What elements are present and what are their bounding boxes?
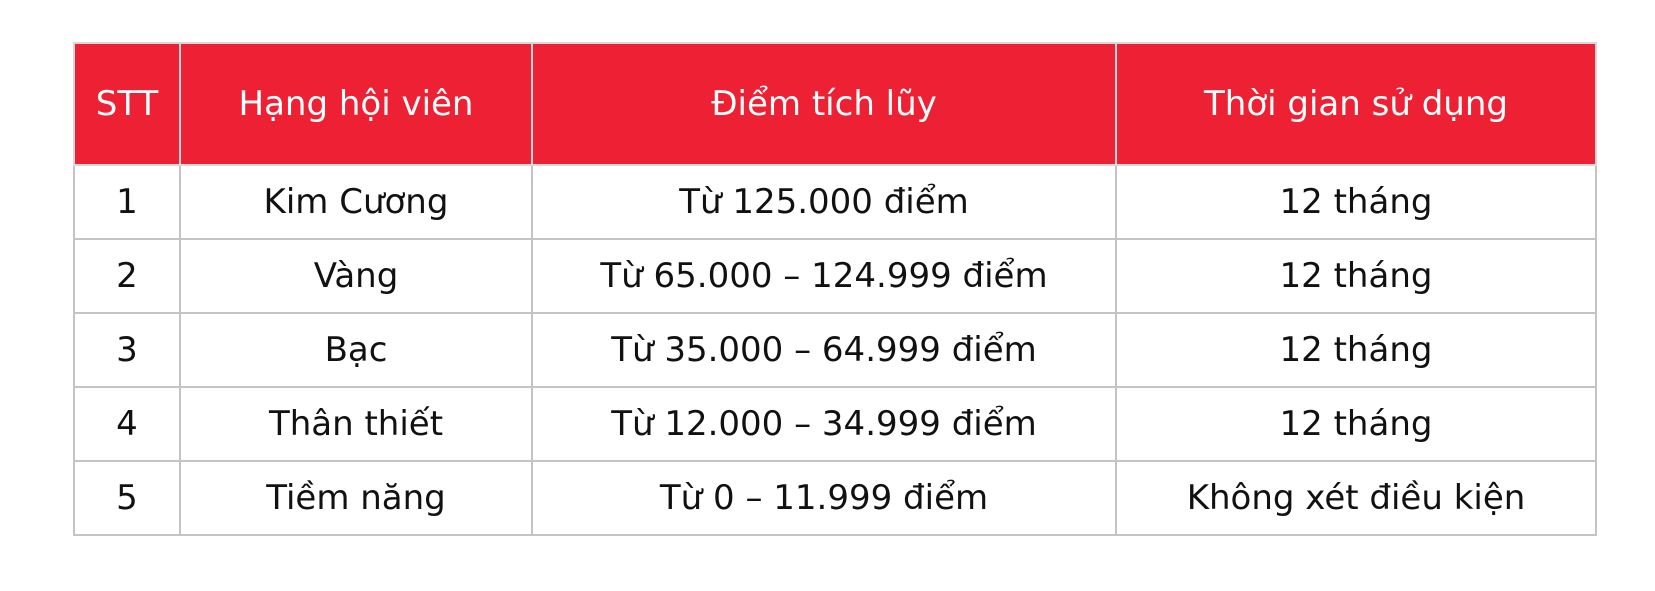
table-body: 1 Kim Cương Từ 125.000 điểm 12 tháng 2 V… (73, 164, 1597, 536)
cell-stt: 3 (73, 312, 181, 388)
table-header: STT Hạng hội viên Điểm tích lũy Thời gia… (73, 42, 1597, 166)
cell-stt: 5 (73, 460, 181, 536)
cell-tier: Kim Cương (179, 164, 533, 240)
cell-points: Từ 65.000 – 124.999 điểm (531, 238, 1117, 314)
cell-stt: 1 (73, 164, 181, 240)
table-row: 1 Kim Cương Từ 125.000 điểm 12 tháng (73, 164, 1597, 240)
table-row: 4 Thân thiết Từ 12.000 – 34.999 điểm 12 … (73, 386, 1597, 462)
cell-stt: 2 (73, 238, 181, 314)
cell-duration: 12 tháng (1115, 312, 1597, 388)
cell-duration: 12 tháng (1115, 238, 1597, 314)
cell-duration: Không xét điều kiện (1115, 460, 1597, 536)
cell-duration: 12 tháng (1115, 164, 1597, 240)
cell-tier: Vàng (179, 238, 533, 314)
cell-tier: Tiềm năng (179, 460, 533, 536)
header-row: STT Hạng hội viên Điểm tích lũy Thời gia… (73, 42, 1597, 166)
cell-tier: Bạc (179, 312, 533, 388)
header-points: Điểm tích lũy (531, 42, 1117, 166)
cell-points: Từ 12.000 – 34.999 điểm (531, 386, 1117, 462)
cell-points: Từ 125.000 điểm (531, 164, 1117, 240)
cell-tier: Thân thiết (179, 386, 533, 462)
table-row: 5 Tiềm năng Từ 0 – 11.999 điểm Không xét… (73, 460, 1597, 536)
cell-duration: 12 tháng (1115, 386, 1597, 462)
table-row: 3 Bạc Từ 35.000 – 64.999 điểm 12 tháng (73, 312, 1597, 388)
header-stt: STT (73, 42, 181, 166)
membership-tier-table: STT Hạng hội viên Điểm tích lũy Thời gia… (73, 42, 1597, 536)
header-duration: Thời gian sử dụng (1115, 42, 1597, 166)
table-row: 2 Vàng Từ 65.000 – 124.999 điểm 12 tháng (73, 238, 1597, 314)
header-tier: Hạng hội viên (179, 42, 533, 166)
cell-points: Từ 35.000 – 64.999 điểm (531, 312, 1117, 388)
cell-points: Từ 0 – 11.999 điểm (531, 460, 1117, 536)
cell-stt: 4 (73, 386, 181, 462)
